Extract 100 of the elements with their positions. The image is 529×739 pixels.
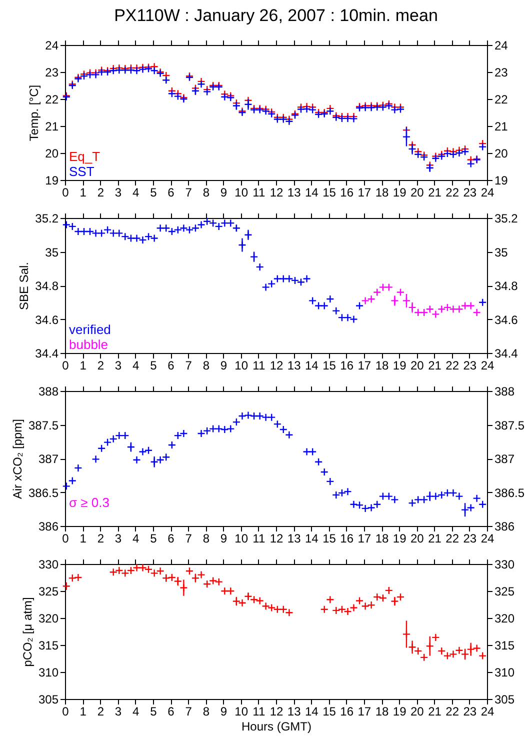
x-tick-label: 23 <box>463 704 477 718</box>
y2-tick-label: 388 <box>494 384 515 398</box>
x-tick-label: 11 <box>252 532 266 546</box>
y-tick-label: 34.6 <box>35 312 59 327</box>
y2-tick-label: 305 <box>494 692 515 706</box>
x-tick-label: 22 <box>446 532 460 546</box>
y-tick-label: 34.8 <box>35 279 59 293</box>
x-tick-label: 16 <box>340 704 354 718</box>
x-tick-label: 2 <box>97 704 104 718</box>
x-tick-label: 18 <box>375 186 389 200</box>
y-tick-label: 386.5 <box>28 486 59 500</box>
y2-tick-label: 310 <box>494 666 515 680</box>
x-tick-label: 0 <box>62 532 70 546</box>
x-tick-label: 1 <box>80 358 87 372</box>
x-tick-label: 3 <box>114 186 122 200</box>
x-tick-label: 1 <box>80 186 87 200</box>
y-axis-title: SBE Sal. <box>17 262 32 310</box>
x-tick-label: 19 <box>392 358 407 372</box>
x-tick-label: 5 <box>150 704 158 718</box>
y-tick-label: 23 <box>45 66 59 80</box>
annotation: σ ≥ 0.3 <box>69 495 110 510</box>
x-tick-label: 19 <box>392 704 407 718</box>
x-tick-label: 20 <box>410 186 424 200</box>
x-tick-label: 24 <box>480 532 494 546</box>
x-tick-label: 4 <box>132 186 140 200</box>
y-tick-label: 310 <box>38 666 59 680</box>
x-tick-label: 9 <box>220 704 228 718</box>
x-tick-label: 14 <box>304 186 319 200</box>
x-tick-label: 7 <box>185 704 192 718</box>
y-tick-label: 19 <box>45 174 59 188</box>
x-tick-label: 2 <box>97 186 104 200</box>
x-tick-label: 12 <box>270 704 284 718</box>
x-tick-label: 23 <box>463 358 477 372</box>
x-tick-label: 10 <box>234 358 248 372</box>
x-tick-label: 7 <box>185 532 192 546</box>
y2-tick-label: 21 <box>494 120 508 134</box>
x-tick-label: 8 <box>202 358 210 372</box>
y2-tick-label: 387 <box>494 452 515 466</box>
y2-tick-label: 315 <box>494 638 515 652</box>
y2-tick-label: 34.4 <box>494 346 518 360</box>
y-axis-title: Air xCO₂ [ppm] <box>10 418 24 500</box>
x-tick-label: 18 <box>375 704 389 718</box>
y-tick-label: 22 <box>45 92 59 106</box>
x-tick-label: 2 <box>97 532 104 546</box>
x-tick-label: 13 <box>287 186 302 200</box>
y-axis-title: Temp. [°C] <box>27 84 42 142</box>
x-tick-label: 2 <box>97 358 104 372</box>
y2-tick-label: 387.5 <box>494 418 525 432</box>
x-tick-label: 11 <box>252 704 266 718</box>
y2-tick-label: 20 <box>494 146 508 160</box>
x-tick-label: 9 <box>220 186 228 200</box>
x-tick-label: 21 <box>428 186 442 200</box>
y-tick-label: 35 <box>45 245 59 260</box>
x-tick-label: 9 <box>220 532 228 546</box>
x-tick-label: 19 <box>392 186 407 200</box>
x-tick-label: 15 <box>322 704 336 718</box>
y2-tick-label: 320 <box>494 612 515 626</box>
y-tick-label: 24 <box>45 38 59 52</box>
y2-tick-label: 22 <box>494 92 508 106</box>
x-tick-label: 9 <box>220 358 228 372</box>
x-tick-label: 22 <box>446 704 460 718</box>
x-tick-label: 15 <box>322 358 336 372</box>
y-tick-label: 325 <box>38 584 59 598</box>
x-tick-label: 15 <box>322 186 336 200</box>
y2-tick-label: 19 <box>494 174 508 188</box>
x-tick-label: 4 <box>132 704 140 718</box>
x-tick-label: 6 <box>168 358 175 372</box>
x-tick-label: 8 <box>202 704 210 718</box>
x-tick-label: 16 <box>340 358 354 372</box>
x-tick-label: 17 <box>358 358 372 372</box>
x-tick-label: 16 <box>340 186 354 200</box>
y2-tick-label: 34.6 <box>494 312 518 327</box>
x-tick-label: 7 <box>185 358 192 372</box>
x-tick-label: 14 <box>304 532 319 546</box>
x-tick-label: 3 <box>114 358 122 372</box>
x-tick-label: 6 <box>168 704 175 718</box>
y-tick-label: 387 <box>38 452 59 466</box>
text: SST <box>69 164 94 179</box>
x-tick-label: 0 <box>62 704 70 718</box>
x-axis-title: Hours (GMT) <box>242 720 312 734</box>
y2-tick-label: 325 <box>494 584 515 598</box>
x-tick-label: 4 <box>132 532 140 546</box>
x-tick-label: 8 <box>202 532 210 546</box>
x-tick-label: 17 <box>358 704 372 718</box>
y-tick-label: 34.4 <box>35 346 59 360</box>
x-tick-label: 16 <box>340 532 354 546</box>
x-tick-label: 6 <box>168 186 175 200</box>
y-axis-title: pCO₂ [μ atm] <box>20 597 34 667</box>
x-tick-label: 19 <box>392 532 407 546</box>
x-tick-label: 10 <box>234 532 248 546</box>
y-tick-label: 320 <box>38 612 59 626</box>
y2-tick-label: 386 <box>494 520 515 534</box>
y-tick-label: 386 <box>38 520 59 534</box>
x-tick-label: 10 <box>234 186 248 200</box>
y-tick-label: 35.2 <box>35 212 59 226</box>
x-tick-label: 12 <box>270 532 284 546</box>
text: Eq_T <box>69 149 100 164</box>
y2-tick-label: 35 <box>494 245 508 260</box>
x-tick-label: 5 <box>150 532 158 546</box>
x-tick-label: 21 <box>428 532 442 546</box>
